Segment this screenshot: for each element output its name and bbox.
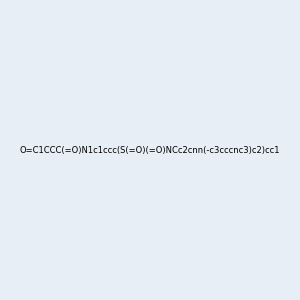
Text: O=C1CCC(=O)N1c1ccc(S(=O)(=O)NCc2cnn(-c3cccnc3)c2)cc1: O=C1CCC(=O)N1c1ccc(S(=O)(=O)NCc2cnn(-c3c…	[20, 146, 280, 154]
